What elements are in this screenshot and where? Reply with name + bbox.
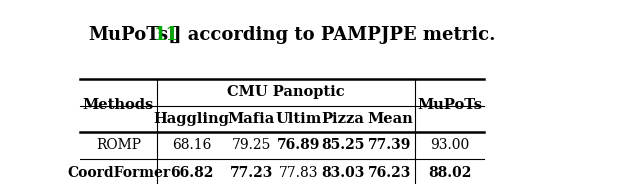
Text: Mafia: Mafia: [227, 112, 275, 126]
Text: ROMP: ROMP: [96, 138, 141, 152]
Text: Ultim: Ultim: [275, 112, 321, 126]
Text: 83.03: 83.03: [321, 166, 365, 180]
Text: CoordFormer: CoordFormer: [67, 166, 170, 180]
Text: 76.23: 76.23: [368, 166, 412, 180]
Text: 85.25: 85.25: [321, 138, 365, 152]
Text: 77.39: 77.39: [368, 138, 412, 152]
Text: 11: 11: [154, 26, 179, 44]
Text: 76.89: 76.89: [276, 138, 320, 152]
Text: 93.00: 93.00: [430, 138, 469, 152]
Text: ] according to PAMPJPE metric.: ] according to PAMPJPE metric.: [173, 26, 496, 44]
Text: MuPoTs: MuPoTs: [417, 98, 482, 112]
Text: 77.83: 77.83: [278, 166, 318, 180]
Text: 77.23: 77.23: [229, 166, 273, 180]
Text: CMU Panoptic: CMU Panoptic: [227, 85, 345, 99]
Text: Mean: Mean: [367, 112, 413, 126]
Text: MuPoTs[: MuPoTs[: [88, 26, 177, 44]
Text: Methods: Methods: [83, 98, 154, 112]
Text: 66.82: 66.82: [170, 166, 213, 180]
Text: 79.25: 79.25: [232, 138, 271, 152]
Text: Pizza: Pizza: [321, 112, 364, 126]
Text: Haggling: Haggling: [154, 112, 230, 126]
Text: 68.16: 68.16: [172, 138, 211, 152]
Text: 88.02: 88.02: [428, 166, 471, 180]
